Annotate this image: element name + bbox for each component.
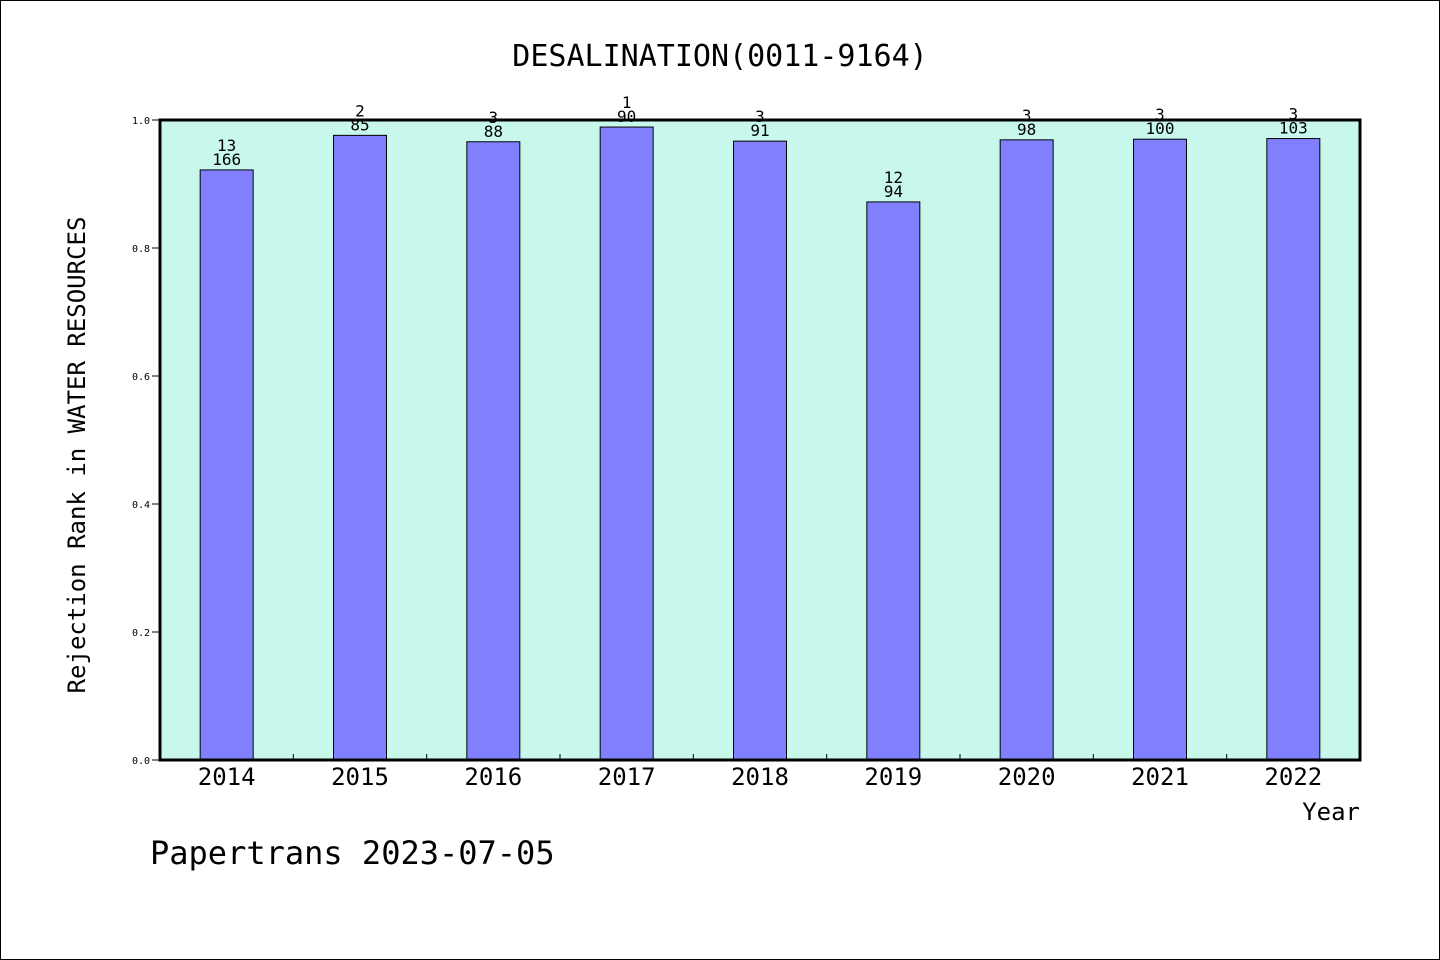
bar-2022 (1266, 138, 1321, 761)
y-tick-label: 0.4 (132, 500, 150, 511)
x-ticks-layer: 2014 2015 2016 2017 2018 2019 2020 2021 2022 (198, 754, 1322, 791)
bar-label-top-2021: 3 (1155, 105, 1165, 124)
y-tick-label: 0.6 (132, 372, 150, 383)
chart-title: DESALINATION(0011-9164) (512, 39, 927, 74)
x-tick-label-2021: 2021 (1131, 763, 1189, 791)
bar-2021 (1133, 138, 1187, 761)
bar-label-top-2014: 13 (217, 136, 236, 155)
bar-2014 (199, 169, 254, 761)
bar-label-bottom-2015: 85 (350, 115, 369, 134)
bar-label-bottom-2016: 88 (484, 122, 503, 141)
x-tick-label-2018: 2018 (731, 763, 789, 791)
bar-2019 (866, 201, 921, 761)
bar-label-top-2018: 3 (755, 107, 765, 126)
bar-label-bottom-2017: 90 (617, 107, 636, 126)
bar-label-bottom-2019: 94 (884, 182, 903, 201)
x-tick-label-2016: 2016 (464, 763, 522, 791)
bar-label-top-2015: 2 (355, 101, 365, 120)
bar-label-top-2020: 3 (1022, 106, 1032, 125)
x-tick-label-2014: 2014 (198, 763, 256, 791)
bar-2016 (466, 141, 521, 761)
y-tick-label: 0.8 (132, 244, 150, 255)
bar-label-bottom-2018: 91 (750, 121, 769, 140)
x-tick-label-2019: 2019 (864, 763, 922, 791)
bar-2018 (733, 140, 787, 761)
bar-label-bottom-2021: 100 (1146, 119, 1175, 138)
bars-layer (199, 126, 1321, 761)
x-tick-label-2022: 2022 (1264, 763, 1322, 791)
plot-border (158, 118, 1362, 762)
x-axis-label: Year (1302, 798, 1360, 826)
bar-label-top-2022: 3 (1289, 105, 1299, 124)
x-tick-label-2015: 2015 (331, 763, 389, 791)
bar-2017 (599, 126, 654, 761)
y-tick-label: 0.2 (132, 628, 150, 639)
x-tick-label-2017: 2017 (598, 763, 656, 791)
bar-label-bottom-2020: 98 (1017, 120, 1036, 139)
y-tick-label: 0.0 (132, 756, 150, 767)
bar-label-bottom-2022: 103 (1279, 119, 1308, 138)
bar-2015 (333, 134, 387, 761)
bar-label-top-2016: 3 (489, 108, 499, 127)
y-axis-label: Rejection Rank in WATER RESOURCES (63, 217, 91, 694)
footer-note: Papertrans 2023-07-05 (150, 834, 555, 872)
x-tick-label-2020: 2020 (998, 763, 1056, 791)
bar-label-bottom-2014: 166 (212, 150, 241, 169)
y-ticks-layer: 0.0 0.2 0.4 0.6 0.8 1.0 (132, 116, 160, 767)
bar-2020 (999, 139, 1054, 761)
bar-label-top-2017: 1 (622, 93, 632, 112)
y-tick-label: 1.0 (132, 116, 150, 127)
bar-label-top-2019: 12 (884, 168, 903, 187)
